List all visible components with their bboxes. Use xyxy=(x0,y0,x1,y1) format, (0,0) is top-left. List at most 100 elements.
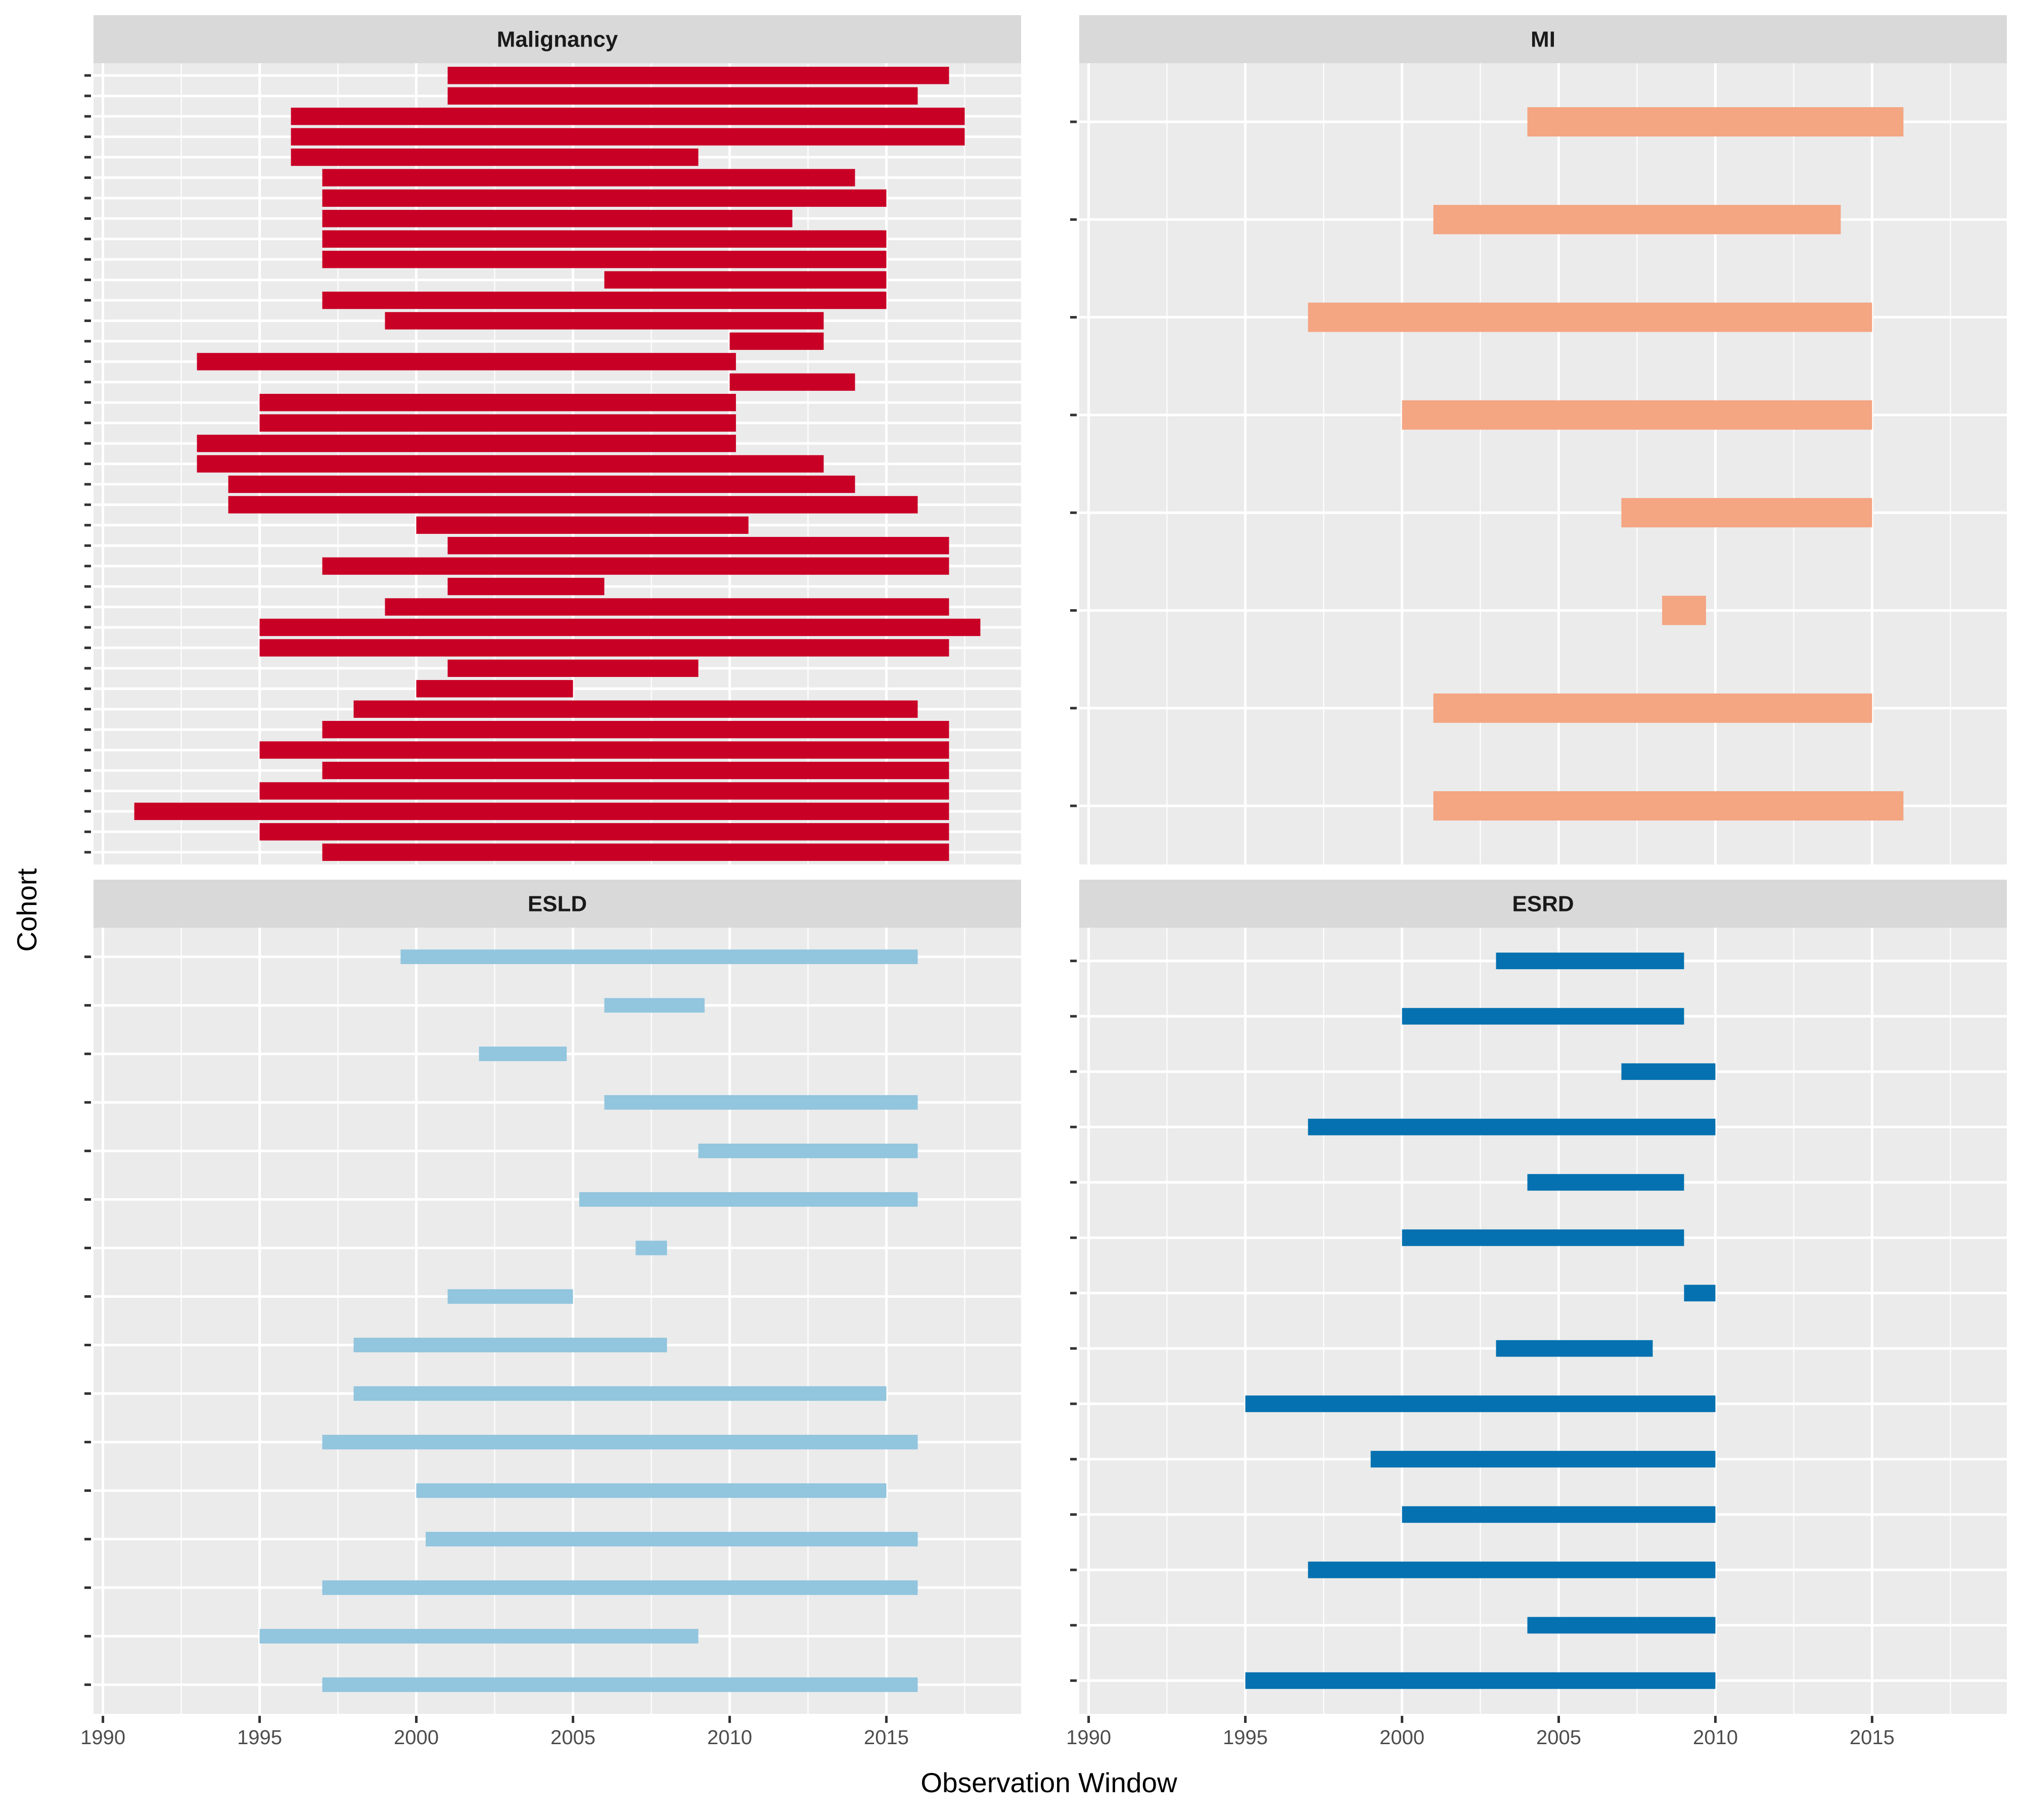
range-bar xyxy=(1621,498,1872,528)
range-bar xyxy=(134,802,949,821)
range-bar xyxy=(447,537,949,555)
range-bar xyxy=(1402,1229,1684,1246)
range-bar xyxy=(635,1241,667,1255)
x-tick-label: 2005 xyxy=(550,1726,595,1749)
range-bar xyxy=(322,210,793,228)
range-bar xyxy=(1684,1285,1716,1302)
range-bar xyxy=(322,843,949,861)
range-bar xyxy=(1308,302,1872,332)
range-bar xyxy=(385,598,949,616)
x-tick-label: 1990 xyxy=(1066,1726,1111,1749)
facet-panel-esld: ESLD xyxy=(84,880,1021,1714)
range-bar xyxy=(1527,1617,1716,1634)
x-tick-label: 2010 xyxy=(707,1726,752,1749)
x-tick-label: 2015 xyxy=(1850,1726,1895,1749)
range-bar xyxy=(1496,952,1684,970)
facet-strip xyxy=(94,880,1021,928)
range-bar xyxy=(259,823,949,841)
range-bar xyxy=(353,1338,667,1352)
range-bar xyxy=(353,700,918,718)
x-tick-label: 2000 xyxy=(1380,1726,1424,1749)
range-bar xyxy=(1433,791,1904,821)
panel-background xyxy=(1079,928,2007,1714)
range-bar xyxy=(447,1289,573,1304)
x-tick-label: 2015 xyxy=(864,1726,909,1749)
range-bar xyxy=(291,148,699,166)
x-tick-label: 1995 xyxy=(237,1726,282,1749)
range-bar xyxy=(604,271,887,289)
range-bar xyxy=(259,618,981,636)
range-bar xyxy=(1527,1174,1684,1191)
range-bar xyxy=(447,659,699,677)
range-bar xyxy=(322,1435,918,1449)
range-bar xyxy=(259,741,949,759)
y-axis-title: Cohort xyxy=(11,868,42,951)
range-bar xyxy=(447,87,918,105)
range-bar xyxy=(197,455,824,473)
facet-panel-esrd: ESRD xyxy=(1070,880,2007,1714)
x-tick-label: 1995 xyxy=(1223,1726,1268,1749)
range-bar xyxy=(259,394,736,412)
range-bar xyxy=(1433,205,1841,235)
range-bar xyxy=(416,680,573,698)
range-bar xyxy=(259,1629,699,1644)
range-bar xyxy=(698,1144,918,1158)
range-bar xyxy=(1496,1340,1653,1357)
range-bar xyxy=(1402,1008,1684,1025)
range-bar xyxy=(1621,1063,1716,1080)
facet-strip xyxy=(1079,15,2007,63)
range-bar xyxy=(729,332,824,350)
range-bar xyxy=(322,189,887,207)
range-bar xyxy=(1308,1561,1716,1578)
range-bar xyxy=(228,496,918,514)
range-bar xyxy=(322,720,949,739)
range-bar xyxy=(259,414,736,432)
range-bar xyxy=(322,169,855,187)
range-bar xyxy=(1245,1672,1716,1689)
range-bar xyxy=(228,475,855,493)
range-bar xyxy=(322,1677,918,1692)
range-bar xyxy=(479,1046,567,1061)
range-bar xyxy=(1402,1506,1716,1523)
range-bar xyxy=(604,998,705,1013)
range-bar xyxy=(322,291,887,309)
facet-panel-mi: MI xyxy=(1070,15,2007,864)
range-bar xyxy=(1662,596,1706,625)
panels: Malignancy MI ESLD ESRD xyxy=(84,15,2007,1714)
x-tick-label: 2005 xyxy=(1536,1726,1581,1749)
facet-title: MI xyxy=(1531,27,1555,52)
range-bar xyxy=(322,250,887,268)
range-bar xyxy=(1308,1118,1716,1135)
range-bar xyxy=(385,312,824,330)
facet-strip xyxy=(1079,880,2007,928)
range-bar xyxy=(291,128,965,146)
range-bar xyxy=(400,949,918,964)
range-bar xyxy=(604,1095,918,1110)
x-tick-label: 2000 xyxy=(394,1726,439,1749)
range-bar xyxy=(1245,1395,1716,1413)
range-bar xyxy=(322,557,949,575)
facet-title: ESRD xyxy=(1512,892,1574,917)
range-bar xyxy=(416,1483,887,1498)
x-tick-label: 2010 xyxy=(1693,1726,1738,1749)
range-bar xyxy=(197,353,736,371)
range-bar xyxy=(1527,107,1904,136)
range-bar xyxy=(1433,693,1872,723)
range-bar xyxy=(729,373,855,391)
range-bar xyxy=(447,577,605,596)
range-bar xyxy=(291,107,965,125)
x-axes: 1990 1995 2000 2005 2010 2015 1990 1995 2000 2005… xyxy=(80,1716,1895,1749)
facet-strip xyxy=(94,15,1021,63)
range-bar xyxy=(426,1532,918,1546)
x-tick-label: 1990 xyxy=(80,1726,125,1749)
range-bar xyxy=(447,67,949,84)
facet-panel-malignancy: Malignancy xyxy=(84,15,1021,864)
facet-title: ESLD xyxy=(528,892,587,917)
range-bar xyxy=(579,1192,918,1207)
range-bar xyxy=(259,639,949,657)
range-bar xyxy=(259,782,949,800)
range-bar xyxy=(353,1386,887,1401)
x-axis-title: Observation Window xyxy=(921,1767,1177,1798)
panel-background xyxy=(1079,63,2007,864)
